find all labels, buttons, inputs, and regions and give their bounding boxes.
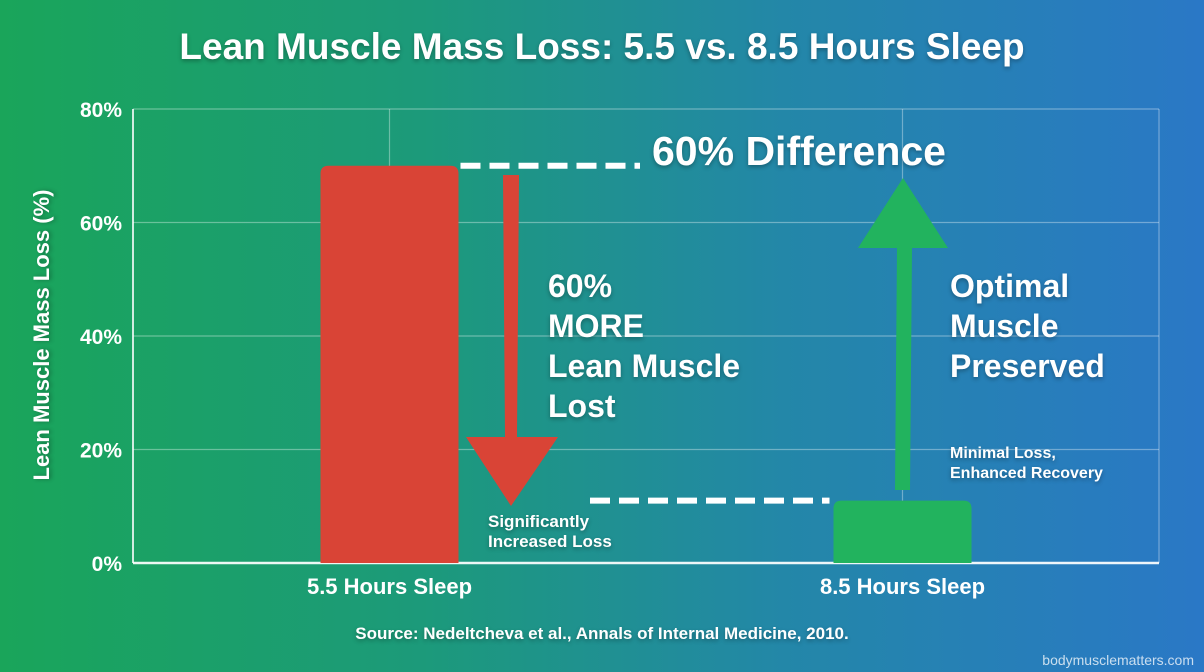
bar-1: [320, 165, 459, 563]
annotation-line: Significantly: [488, 512, 590, 531]
preserved-annotation: Optimal Muscle Preserved: [950, 266, 1105, 386]
annotation-line: Minimal Loss,: [950, 445, 1056, 462]
annotation-line: Increased Loss: [488, 532, 612, 551]
minimal-loss-annotation: Minimal Loss, Enhanced Recovery: [950, 444, 1103, 484]
increased-loss-annotation: Significantly Increased Loss: [488, 512, 612, 552]
y-tick-label: 60%: [80, 213, 122, 236]
down-arrow-icon: [466, 175, 558, 506]
y-tick-label: 20%: [80, 440, 122, 463]
annotation-line: Lost: [548, 388, 616, 424]
x-tick-label: 8.5 Hours Sleep: [820, 574, 985, 599]
annotation-line: Lean Muscle: [548, 348, 741, 384]
annotation-line: Enhanced Recovery: [950, 465, 1103, 482]
annotation-line: 60%: [548, 268, 613, 304]
more-lost-annotation: 60% MORE Lean Muscle Lost: [548, 266, 740, 426]
bar-2: [833, 500, 972, 563]
y-tick-label: 40%: [80, 326, 122, 349]
y-tick-label: 80%: [80, 99, 122, 122]
difference-annotation: 60% Difference: [652, 128, 946, 174]
x-tick-label: 5.5 Hours Sleep: [307, 574, 472, 599]
annotation-line: MORE: [548, 308, 644, 344]
annotation-line: Preserved: [950, 348, 1105, 384]
annotation-line: Muscle: [950, 308, 1059, 344]
watermark: bodymusclematters.com: [1042, 652, 1194, 668]
up-arrow-icon: [858, 178, 948, 490]
chart-title: Lean Muscle Mass Loss: 5.5 vs. 8.5 Hours…: [179, 26, 1025, 67]
annotation-line: Optimal: [950, 268, 1070, 304]
source-note: Source: Nedeltcheva et al., Annals of In…: [355, 624, 849, 643]
y-tick-label: 0%: [92, 553, 123, 576]
